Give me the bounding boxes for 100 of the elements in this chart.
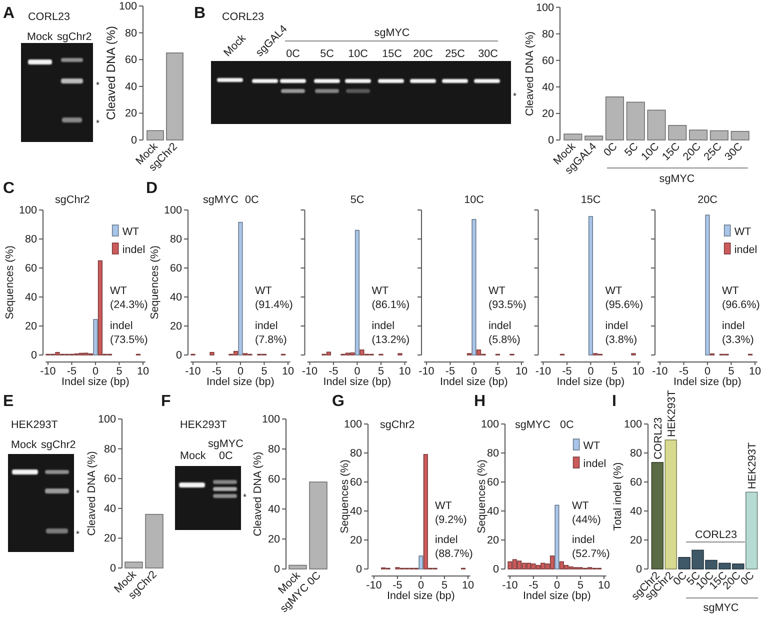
y-tick-label: 40 <box>124 80 137 93</box>
annotation: WT (91.4%) <box>255 285 293 312</box>
x-tick-label: -10 <box>535 366 552 378</box>
text: CORL23 <box>222 11 264 23</box>
text: I <box>612 393 616 410</box>
x-tick-label: -5 <box>392 580 402 592</box>
y-tick-label: 60 <box>124 54 137 66</box>
bar <box>651 462 664 570</box>
bar <box>564 134 582 140</box>
text: 10C <box>348 48 368 60</box>
annotation: HEK293T <box>666 390 678 437</box>
annotation: indel (73.5%) <box>110 320 148 346</box>
text: H <box>474 393 486 410</box>
legend-label: WT <box>122 226 140 238</box>
y-tick-label: 100 <box>536 2 554 14</box>
annotation: indel (3.8%) <box>605 320 638 346</box>
y-tick-label: 100 <box>98 413 116 426</box>
y-axis-title: Sequences (%) <box>149 246 161 320</box>
y-tick-label: 40 <box>268 503 280 516</box>
annotation: WT (86.1%) <box>372 285 410 312</box>
x-tick-label: -5 <box>66 366 77 378</box>
text: 0C <box>219 450 234 462</box>
bar <box>689 130 708 140</box>
x-tick-label: 0C <box>602 140 620 159</box>
bar <box>664 440 677 570</box>
chart-title: 15C <box>580 194 601 206</box>
y-axis-title: Sequences (%) <box>4 246 16 320</box>
y-axis-title: Cleaved DNA (%) <box>86 451 98 536</box>
bar <box>210 352 214 356</box>
y-axis-title: Cleaved DNA (%) <box>104 26 118 120</box>
y-tick-label: 40 <box>350 505 362 518</box>
text: 0C <box>286 48 300 60</box>
text: sgChr2 <box>41 439 76 451</box>
bar <box>647 110 666 140</box>
bar <box>668 125 687 140</box>
y-tick-label: 100 <box>18 204 37 216</box>
x-tick-label: 10 <box>136 366 149 378</box>
x-tick-label: 0 <box>588 366 594 378</box>
x-tick-label: -10 <box>652 366 668 378</box>
x-tick-label: -5 <box>678 366 689 378</box>
text: * <box>513 91 517 101</box>
y-tick-label: 20 <box>486 534 499 546</box>
text: sgMYC <box>659 173 695 185</box>
legend-label: indel <box>122 244 146 256</box>
x-tick-label: 0 <box>704 366 710 378</box>
y-tick-label: 80 <box>124 27 137 40</box>
text: D <box>146 180 158 197</box>
x-tick-label: 0 <box>418 580 424 592</box>
x-tick-label: 30C <box>722 140 746 164</box>
text: F <box>161 393 171 410</box>
x-tick-label: -10 <box>418 366 434 378</box>
x-axis-title: Indel size (bp) <box>323 376 392 388</box>
x-tick-label: -10 <box>366 580 382 592</box>
text: E <box>3 393 14 410</box>
x-tick-label: 5 <box>611 366 618 378</box>
chart-title: 10C <box>464 194 484 206</box>
x-axis-title: Indel size (bp) <box>440 376 508 388</box>
chart-title: 0C <box>245 194 260 206</box>
x-tick-label: 10 <box>462 580 474 592</box>
bar <box>584 136 604 140</box>
x-tick-label: -5 <box>445 366 456 378</box>
x-tick-label: 5 <box>441 580 448 592</box>
x-tick-label: -10 <box>185 366 201 378</box>
annotation: indel (7.8%) <box>255 320 287 346</box>
chart-title: sgChr2 <box>380 419 415 431</box>
annotation: indel (13.2%) <box>372 320 410 346</box>
text: * <box>96 118 100 128</box>
annotation: indel (3.3%) <box>722 320 754 346</box>
x-tick-label: 5C <box>622 140 641 159</box>
text: * <box>96 80 100 90</box>
bar <box>605 96 624 140</box>
y-tick-label: 80 <box>350 447 362 460</box>
x-tick-label: 10 <box>632 366 644 378</box>
y-tick-label: 60 <box>630 476 642 488</box>
x-axis-title: Indel size (bp) <box>523 590 591 602</box>
x-axis-title: Indel size (bp) <box>62 376 130 388</box>
text: sgMYC <box>703 602 739 614</box>
chart-title: 5C <box>350 194 364 206</box>
bar <box>93 319 98 356</box>
text: * <box>76 529 80 539</box>
x-tick-label: 10 <box>398 366 411 378</box>
x-axis-title: Indel size (bp) <box>674 376 742 388</box>
y-tick-label: 40 <box>486 505 499 518</box>
text: 25C <box>445 48 466 60</box>
text: Mock <box>11 439 38 451</box>
bar <box>526 562 532 570</box>
y-tick-label: 60 <box>104 473 116 486</box>
annotation: WT (44%) <box>572 500 601 526</box>
y-tick-label: 20 <box>268 533 280 546</box>
text: C <box>3 180 15 197</box>
x-tick-label: 25C <box>702 140 724 164</box>
bar <box>730 130 750 140</box>
x-tick-label: 0 <box>92 366 98 378</box>
legend-label: indel <box>734 244 758 256</box>
text: sgChr2 <box>57 31 92 43</box>
y-tick-label: 80 <box>630 447 642 460</box>
x-tick-label: 10 <box>282 366 294 378</box>
y-tick-label: 20 <box>24 320 37 332</box>
y-tick-label: 20 <box>170 320 182 332</box>
bar <box>710 130 728 140</box>
